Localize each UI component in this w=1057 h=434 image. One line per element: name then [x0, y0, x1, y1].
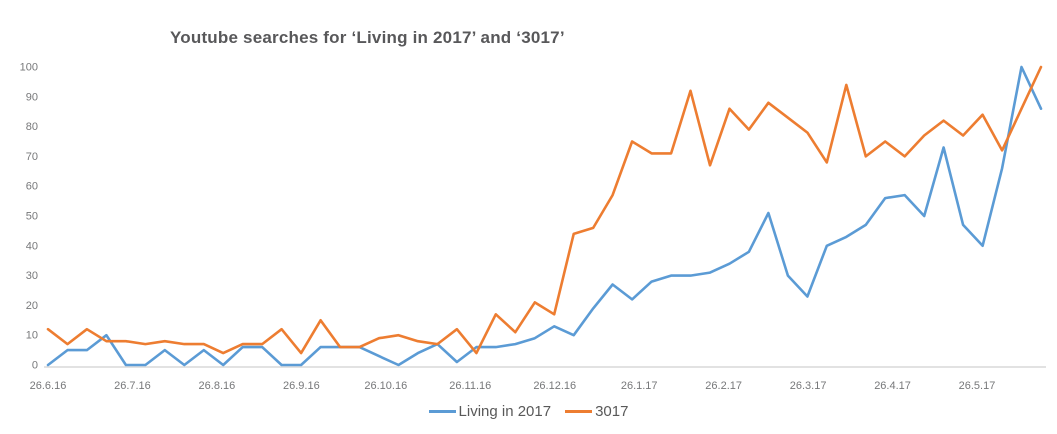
- y-tick-label: 20: [26, 300, 38, 312]
- legend-item-3017: 3017: [565, 403, 628, 420]
- x-tick-label: 26.8.16: [199, 380, 236, 392]
- x-tick-label: 26.3.17: [790, 380, 827, 392]
- series-line-living-in-2017: [46, 65, 1043, 367]
- legend-label-living-in-2017: Living in 2017: [458, 403, 552, 420]
- x-tick-label: 26.5.17: [959, 380, 996, 392]
- legend-swatch-3017: [565, 410, 593, 413]
- legend-label-3017: 3017: [595, 403, 629, 420]
- x-tick-label: 26.7.16: [114, 380, 151, 392]
- legend-item-living-in-2017: Living in 2017: [428, 403, 552, 420]
- x-tick-label: 26.2.17: [705, 380, 742, 392]
- x-tick-label: 26.9.16: [283, 380, 320, 392]
- y-tick-label: 100: [20, 62, 38, 74]
- x-tick-label: 26.10.16: [364, 380, 407, 392]
- x-tick-label: 26.11.16: [449, 380, 491, 392]
- x-tick-label: 26.6.16: [30, 380, 67, 392]
- y-tick-label: 90: [26, 91, 38, 103]
- y-tick-label: 60: [26, 181, 38, 193]
- legend: Living in 2017 3017: [0, 403, 1057, 420]
- series-line-3017: [46, 65, 1043, 355]
- legend-swatch-living-in-2017: [428, 410, 456, 413]
- y-tick-label: 80: [26, 121, 38, 133]
- x-tick-label: 26.4.17: [874, 380, 911, 392]
- x-tick-label: 26.1.17: [621, 380, 658, 392]
- y-tick-label: 10: [26, 330, 38, 342]
- y-tick-label: 70: [26, 151, 38, 163]
- y-tick-label: 50: [26, 211, 38, 223]
- y-tick-label: 30: [26, 270, 38, 282]
- x-tick-label: 26.12.16: [533, 380, 576, 392]
- y-tick-label: 0: [32, 360, 38, 372]
- y-tick-label: 40: [26, 240, 38, 252]
- chart-title: Youtube searches for ‘Living in 2017’ an…: [170, 28, 565, 47]
